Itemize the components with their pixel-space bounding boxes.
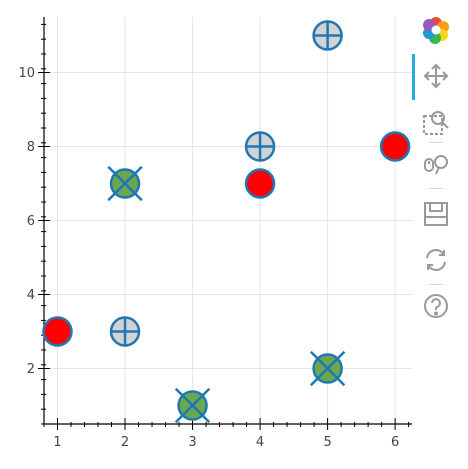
- toolbar-separator: [429, 142, 443, 143]
- point-x-line: [107, 165, 143, 202]
- grid: [44, 17, 412, 424]
- y-tick-label: 4: [27, 288, 35, 303]
- point-circle: [42, 316, 73, 347]
- point-x-line: [174, 387, 211, 424]
- point-circle: [42, 316, 73, 347]
- point-circle_cross: [312, 20, 343, 51]
- box-zoom-icon[interactable]: [420, 106, 452, 138]
- tick-labels: 1 2 3 4 5 6 2 4 6 8 10: [18, 66, 399, 450]
- ticks: [38, 23, 410, 430]
- x-tick-label: 6: [391, 435, 399, 450]
- x-tick-label: 4: [256, 435, 264, 450]
- points: [42, 20, 411, 424]
- x-tick-label: 3: [188, 435, 196, 450]
- point-circle: [244, 168, 276, 199]
- y-tick-label: 2: [27, 362, 35, 377]
- y-tick-label: 8: [27, 140, 35, 155]
- help-icon[interactable]: [420, 290, 452, 322]
- point-circle: [379, 131, 411, 162]
- point-circle: [379, 131, 411, 162]
- toolbar: [412, 8, 464, 328]
- pan-icon[interactable]: [420, 60, 452, 92]
- save-icon[interactable]: [420, 198, 452, 230]
- point-circle: [244, 168, 276, 199]
- point-x-line: [309, 350, 346, 387]
- y-tick-label: 6: [27, 214, 35, 229]
- x-tick-label: 2: [121, 435, 129, 450]
- point-circle_x: [309, 350, 346, 387]
- y-tick-label: 10: [18, 66, 35, 81]
- point-circle_cross: [244, 131, 276, 162]
- point-circle_cross: [109, 316, 141, 347]
- toolbar-separator: [429, 284, 443, 285]
- x-tick-label: 1: [53, 435, 61, 450]
- active-tool-indicator: [412, 54, 415, 100]
- point-circle_x: [174, 387, 211, 424]
- wheel-zoom-icon[interactable]: [420, 148, 452, 180]
- reset-icon[interactable]: [420, 244, 452, 276]
- point-circle_x: [107, 165, 143, 202]
- toolbar-separator: [429, 188, 443, 189]
- bokeh-logo-icon[interactable]: [420, 14, 452, 46]
- x-tick-label: 5: [323, 435, 331, 450]
